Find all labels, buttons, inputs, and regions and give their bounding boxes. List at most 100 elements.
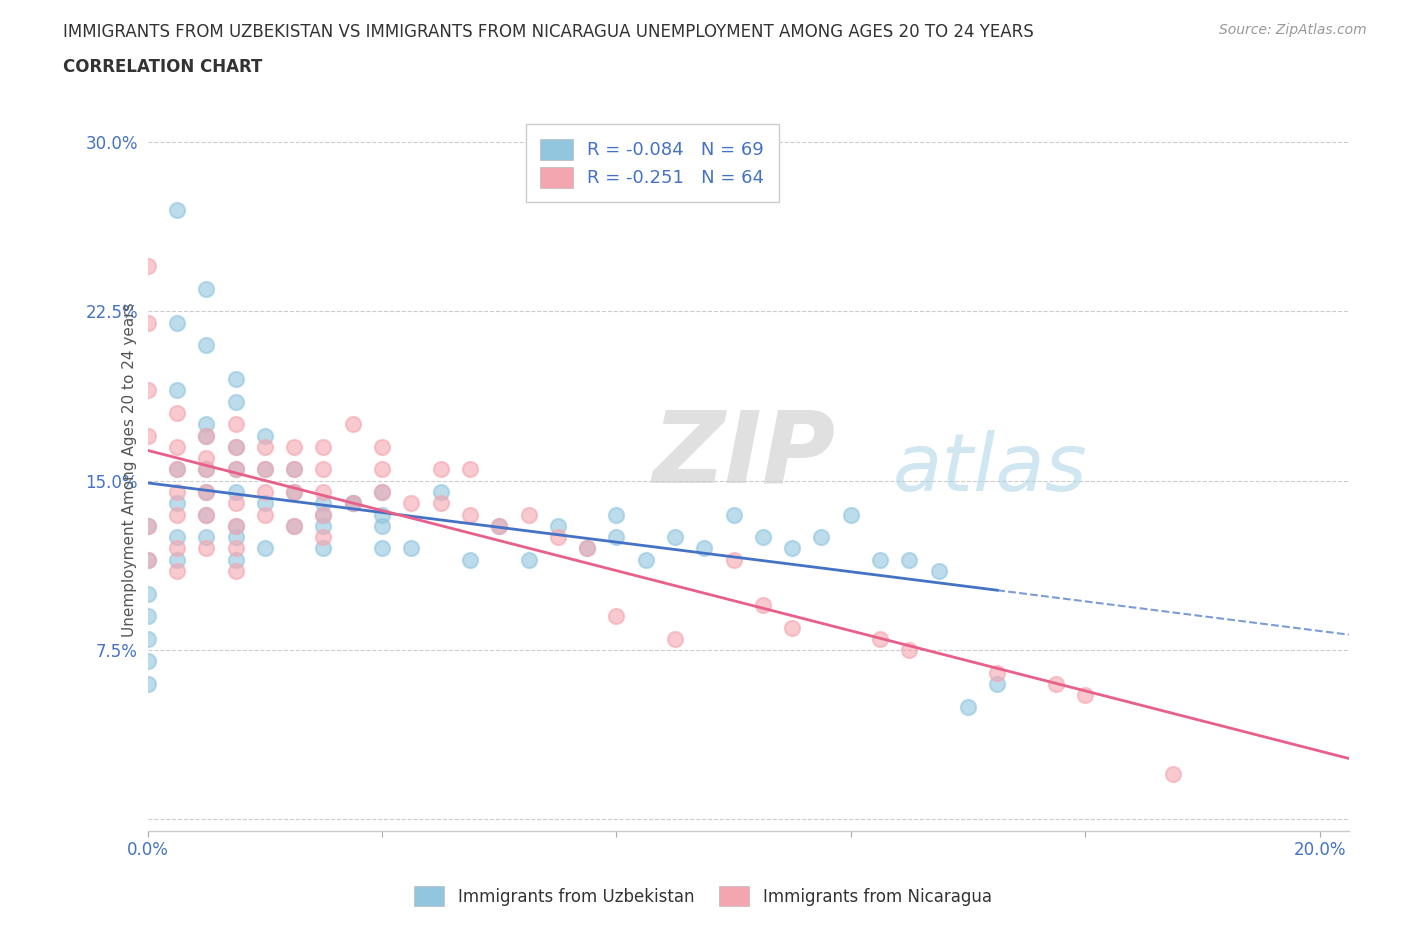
Point xyxy=(1045,676,1067,691)
Point xyxy=(195,338,218,352)
Point xyxy=(1074,688,1097,703)
Point xyxy=(312,485,335,499)
Point xyxy=(312,507,335,522)
Point xyxy=(342,496,364,511)
Point xyxy=(810,530,832,545)
Point xyxy=(136,315,159,330)
Point xyxy=(253,541,276,556)
Point xyxy=(166,564,188,578)
Point xyxy=(283,462,305,477)
Point xyxy=(253,462,276,477)
Point xyxy=(371,485,394,499)
Point xyxy=(253,428,276,443)
Point xyxy=(136,654,159,669)
Point xyxy=(195,485,218,499)
Point xyxy=(869,552,891,567)
Point xyxy=(869,631,891,646)
Legend: R = -0.084   N = 69, R = -0.251   N = 64: R = -0.084 N = 69, R = -0.251 N = 64 xyxy=(526,125,779,202)
Point xyxy=(488,518,510,533)
Text: IMMIGRANTS FROM UZBEKISTAN VS IMMIGRANTS FROM NICARAGUA UNEMPLOYMENT AMONG AGES : IMMIGRANTS FROM UZBEKISTAN VS IMMIGRANTS… xyxy=(63,23,1033,41)
Point xyxy=(195,541,218,556)
Point xyxy=(195,428,218,443)
Point xyxy=(136,586,159,601)
Point xyxy=(225,417,247,432)
Point xyxy=(752,597,775,612)
Point xyxy=(195,428,218,443)
Legend: Immigrants from Uzbekistan, Immigrants from Nicaragua: Immigrants from Uzbekistan, Immigrants f… xyxy=(408,880,998,912)
Point xyxy=(166,462,188,477)
Point xyxy=(253,485,276,499)
Point xyxy=(605,609,627,624)
Point xyxy=(458,507,481,522)
Point xyxy=(136,552,159,567)
Point xyxy=(225,439,247,454)
Point xyxy=(371,541,394,556)
Point xyxy=(283,485,305,499)
Point xyxy=(312,496,335,511)
Point xyxy=(752,530,775,545)
Point xyxy=(225,564,247,578)
Point xyxy=(664,530,686,545)
Point xyxy=(136,518,159,533)
Text: Source: ZipAtlas.com: Source: ZipAtlas.com xyxy=(1219,23,1367,37)
Point xyxy=(225,518,247,533)
Point xyxy=(605,530,627,545)
Point xyxy=(225,372,247,387)
Point xyxy=(195,462,218,477)
Point xyxy=(342,496,364,511)
Point xyxy=(225,394,247,409)
Point xyxy=(342,496,364,511)
Point xyxy=(401,496,423,511)
Point xyxy=(166,462,188,477)
Point xyxy=(371,439,394,454)
Point xyxy=(371,507,394,522)
Point xyxy=(429,462,451,477)
Point xyxy=(488,518,510,533)
Point xyxy=(576,541,599,556)
Point xyxy=(166,507,188,522)
Point xyxy=(283,439,305,454)
Point xyxy=(136,259,159,273)
Point xyxy=(723,552,745,567)
Text: CORRELATION CHART: CORRELATION CHART xyxy=(63,58,263,75)
Point xyxy=(956,699,979,714)
Point xyxy=(195,530,218,545)
Point xyxy=(312,507,335,522)
Point xyxy=(839,507,862,522)
Point xyxy=(136,428,159,443)
Point xyxy=(225,552,247,567)
Point xyxy=(371,518,394,533)
Point xyxy=(928,564,950,578)
Point xyxy=(166,496,188,511)
Point xyxy=(195,507,218,522)
Text: atlas: atlas xyxy=(893,431,1087,509)
Point xyxy=(225,530,247,545)
Point xyxy=(253,462,276,477)
Point xyxy=(136,552,159,567)
Point xyxy=(195,451,218,466)
Point xyxy=(986,665,1008,680)
Point xyxy=(225,496,247,511)
Point xyxy=(283,485,305,499)
Point xyxy=(195,281,218,296)
Point xyxy=(166,541,188,556)
Point xyxy=(429,496,451,511)
Point xyxy=(312,462,335,477)
Point xyxy=(283,462,305,477)
Point xyxy=(195,417,218,432)
Point xyxy=(898,552,921,567)
Point xyxy=(253,496,276,511)
Point xyxy=(166,383,188,398)
Point xyxy=(166,439,188,454)
Y-axis label: Unemployment Among Ages 20 to 24 years: Unemployment Among Ages 20 to 24 years xyxy=(121,302,136,637)
Point xyxy=(780,620,803,635)
Point xyxy=(576,541,599,556)
Point xyxy=(458,552,481,567)
Point xyxy=(166,202,188,217)
Point xyxy=(136,383,159,398)
Point xyxy=(195,507,218,522)
Point xyxy=(253,507,276,522)
Point xyxy=(634,552,657,567)
Point xyxy=(780,541,803,556)
Point xyxy=(898,643,921,658)
